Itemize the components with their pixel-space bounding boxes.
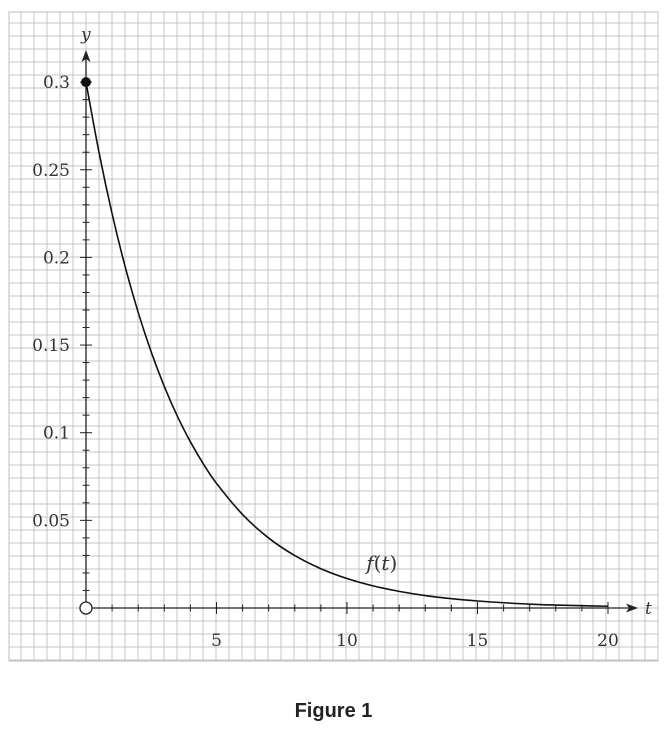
axes — [81, 50, 638, 613]
series-f-of-t — [85, 81, 609, 608]
x-axis-arrow — [626, 603, 638, 613]
origin-marker — [79, 601, 93, 615]
y-axis-arrow — [81, 50, 91, 62]
y-tick-label: 0.25 — [32, 161, 70, 181]
ticks — [80, 81, 609, 614]
curve-label-open: ( — [374, 551, 382, 575]
series-line-f-of-t — [85, 81, 609, 608]
x-axis-label: t — [645, 599, 652, 619]
tick-labels: 5 10 15 20 0.05 0.1 0.15 0.2 0.25 0.3 — [32, 73, 619, 651]
x-tick-label: 15 — [467, 631, 489, 651]
y-tick-label: 0.3 — [43, 73, 70, 93]
y-tick-label: 0.1 — [43, 424, 70, 444]
y-axis-label: y — [80, 25, 91, 45]
curve-label-var: t — [381, 551, 390, 575]
start-point-marker — [81, 77, 91, 88]
x-tick-label: 10 — [336, 631, 358, 651]
y-tick-label: 0.15 — [32, 336, 70, 356]
x-tick-label: 20 — [597, 631, 619, 651]
curve-label-f-of-t: f(t) — [364, 551, 397, 575]
y-tick-label: 0.05 — [32, 511, 70, 531]
x-tick-label: 5 — [211, 631, 222, 651]
y-tick-label: 0.2 — [43, 248, 70, 268]
chart: 5 10 15 20 0.05 0.1 0.15 0.2 0.25 0.3 f(t) t y — [8, 11, 659, 662]
markers — [79, 77, 93, 615]
figure-caption: Figure 1 — [294, 700, 373, 722]
curve-label-close: ) — [389, 551, 397, 575]
grid — [8, 11, 659, 662]
